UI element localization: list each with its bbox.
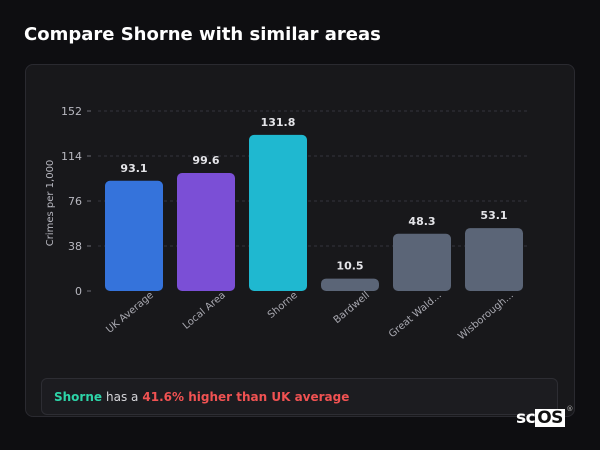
y-tick-label: 76 — [68, 195, 82, 208]
summary-banner: Shorne has a 41.6% higher than UK averag… — [41, 378, 558, 415]
x-tick-label: Bardwell — [332, 290, 372, 326]
bar-value-label: 99.6 — [192, 154, 219, 167]
bar-value-label: 53.1 — [480, 209, 507, 222]
bar[interactable] — [177, 173, 235, 291]
x-tick-label: Wisborough... — [456, 290, 516, 343]
bar[interactable] — [465, 228, 523, 291]
bar[interactable] — [249, 134, 307, 291]
bar[interactable] — [321, 278, 379, 291]
x-tick-label: Shorne — [266, 290, 300, 321]
y-tick-label: 152 — [61, 105, 82, 118]
bar-value-label: 131.8 — [261, 116, 296, 129]
summary-area-name: Shorne — [54, 389, 103, 404]
x-tick-label: UK Average — [104, 290, 156, 336]
summary-stat: 41.6% higher than UK average — [142, 389, 350, 404]
chart-bars: 93.1 UK Average 99.6 Local Area 131.8 Shorne 1… — [104, 116, 523, 343]
bar[interactable] — [393, 233, 451, 291]
scos-logo: sc OS ® — [516, 405, 573, 428]
summary-connector: has a — [106, 389, 139, 404]
y-tick-label: 114 — [61, 150, 82, 163]
page-title: Compare Shorne with similar areas — [24, 24, 381, 45]
logo-text-b: OS — [535, 408, 565, 428]
x-tick-label: Local Area — [181, 290, 228, 332]
y-axis-label: Crimes per 1,000 — [45, 160, 56, 247]
x-tick-label: Great Wald... — [387, 290, 444, 340]
bar-value-label: 93.1 — [120, 162, 147, 175]
bar[interactable] — [105, 180, 163, 291]
y-tick-label: 0 — [75, 285, 82, 298]
bar-value-label: 10.5 — [336, 260, 363, 273]
logo-registered-mark: ® — [566, 405, 573, 413]
y-axis: 0 38 76 114 152 — [61, 105, 91, 298]
logo-text-a: sc — [516, 408, 536, 428]
chart-gridlines — [98, 110, 530, 247]
y-tick-label: 38 — [68, 240, 82, 253]
bar-value-label: 48.3 — [408, 215, 435, 228]
